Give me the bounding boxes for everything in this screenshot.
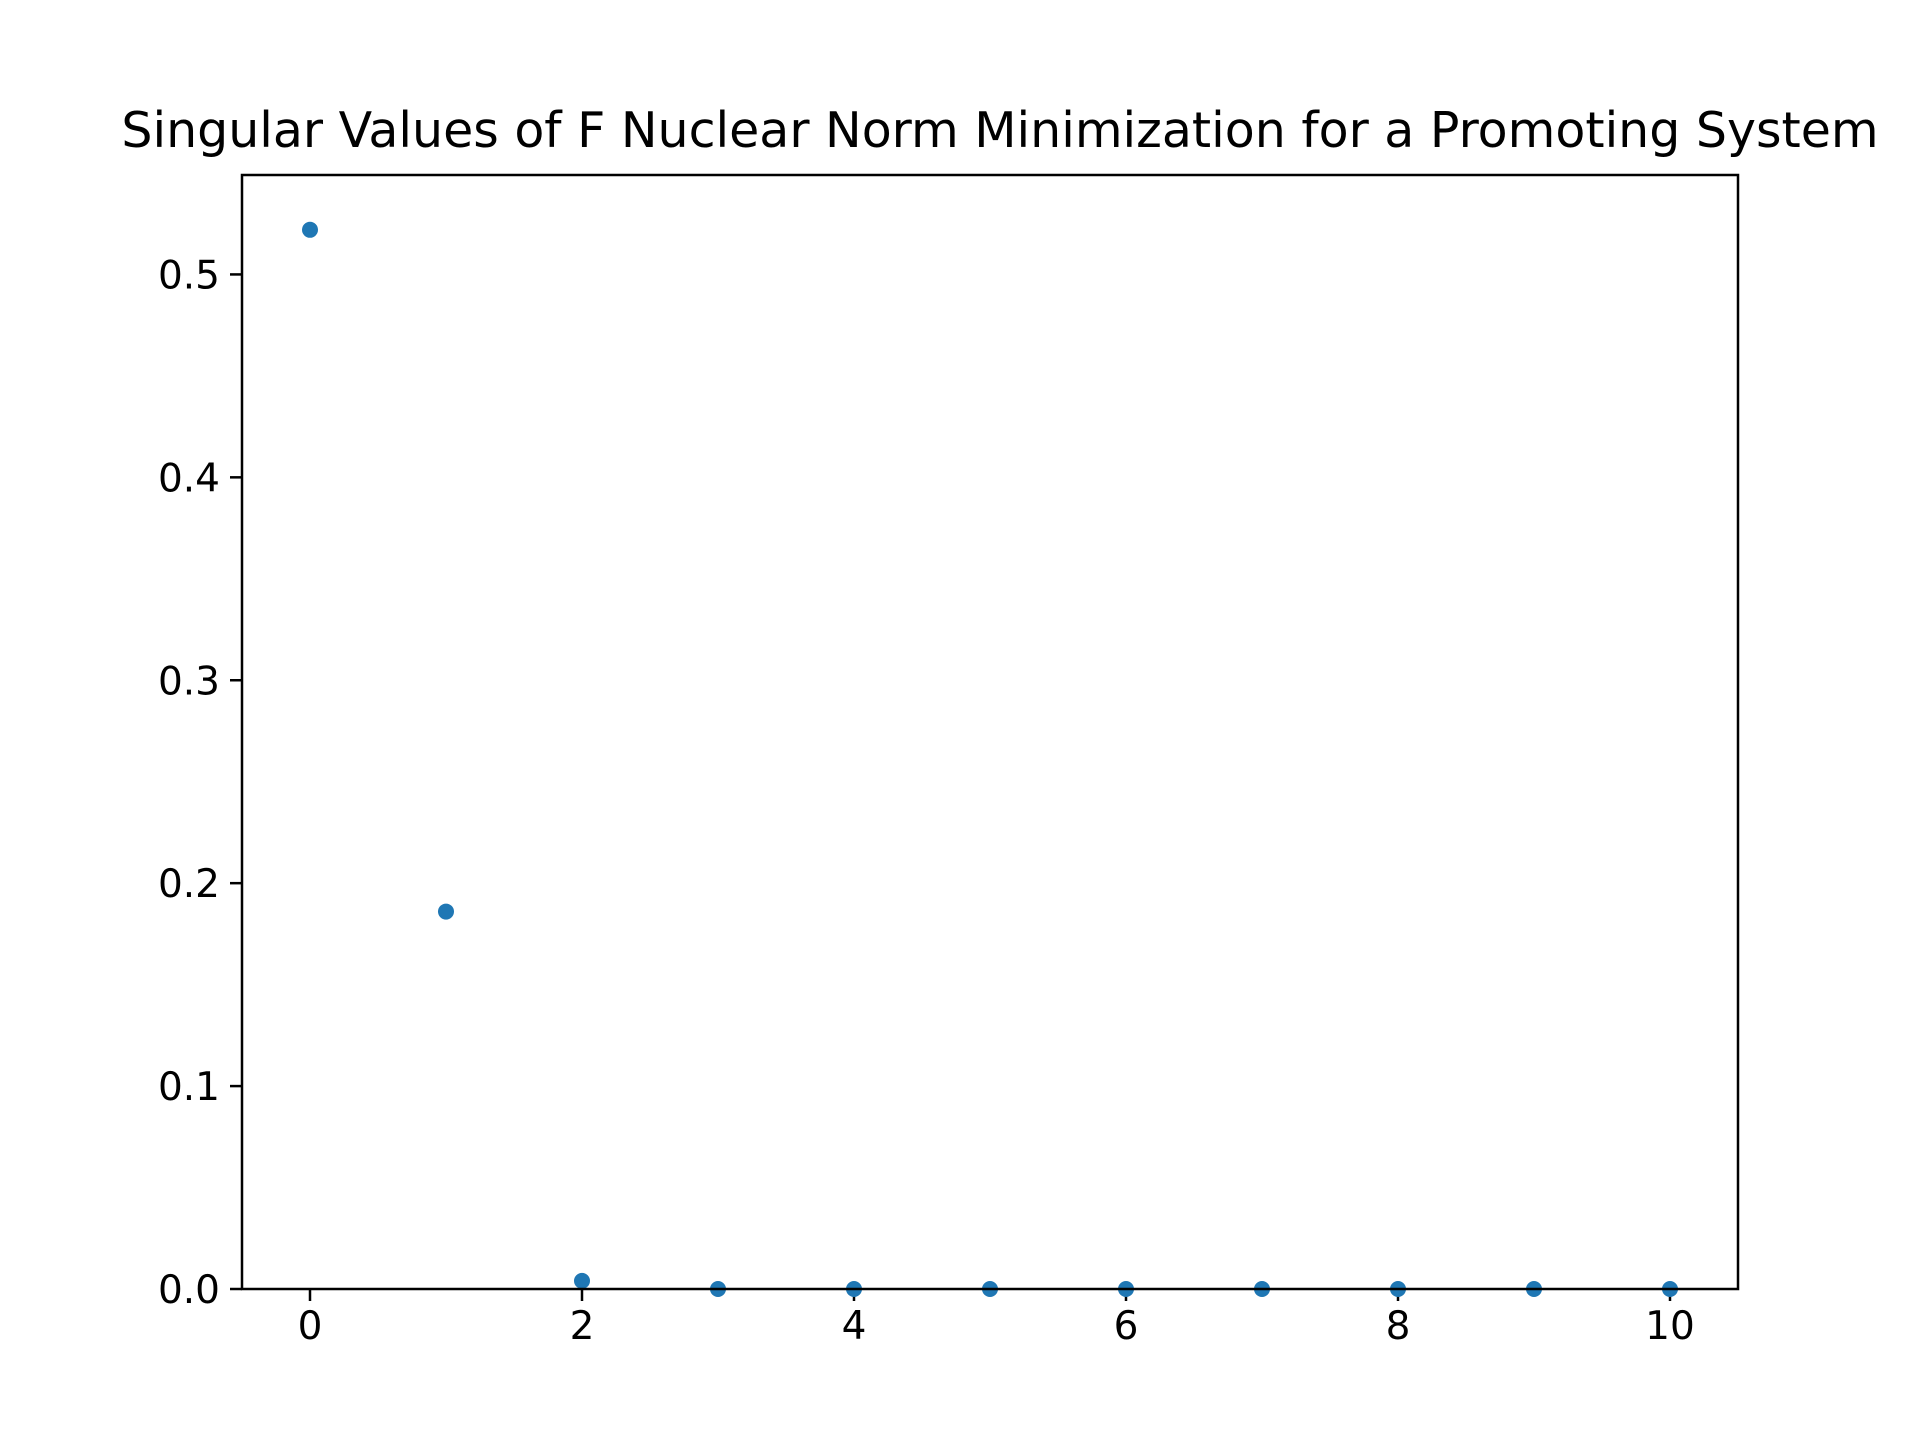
data-point [438, 903, 454, 920]
data-point [574, 1272, 590, 1289]
x-tick-label: 10 [1645, 1304, 1695, 1349]
y-tick-label: 0.2 [158, 862, 220, 907]
y-tick-label: 0.1 [158, 1065, 220, 1110]
x-tick-label: 8 [1386, 1304, 1411, 1349]
x-tick-label: 2 [570, 1304, 595, 1349]
y-tick-label: 0.0 [158, 1268, 220, 1313]
y-axis: 0.0 0.1 0.2 0.3 0.4 0.5 [158, 253, 242, 1313]
x-axis: 0 2 4 6 8 10 [298, 1289, 1695, 1349]
y-tick-label: 0.5 [158, 253, 220, 298]
chart-title: Singular Values of F Nuclear Norm Minimi… [121, 102, 1878, 159]
x-tick-label: 4 [842, 1304, 867, 1349]
x-tick-label: 6 [1114, 1304, 1139, 1349]
y-tick-label: 0.4 [158, 456, 220, 501]
x-tick-label: 0 [298, 1304, 323, 1349]
y-tick-label: 0.3 [158, 659, 220, 704]
plot-frame [240, 173, 1740, 1291]
data-point [302, 221, 318, 238]
data-points [302, 221, 1678, 1297]
